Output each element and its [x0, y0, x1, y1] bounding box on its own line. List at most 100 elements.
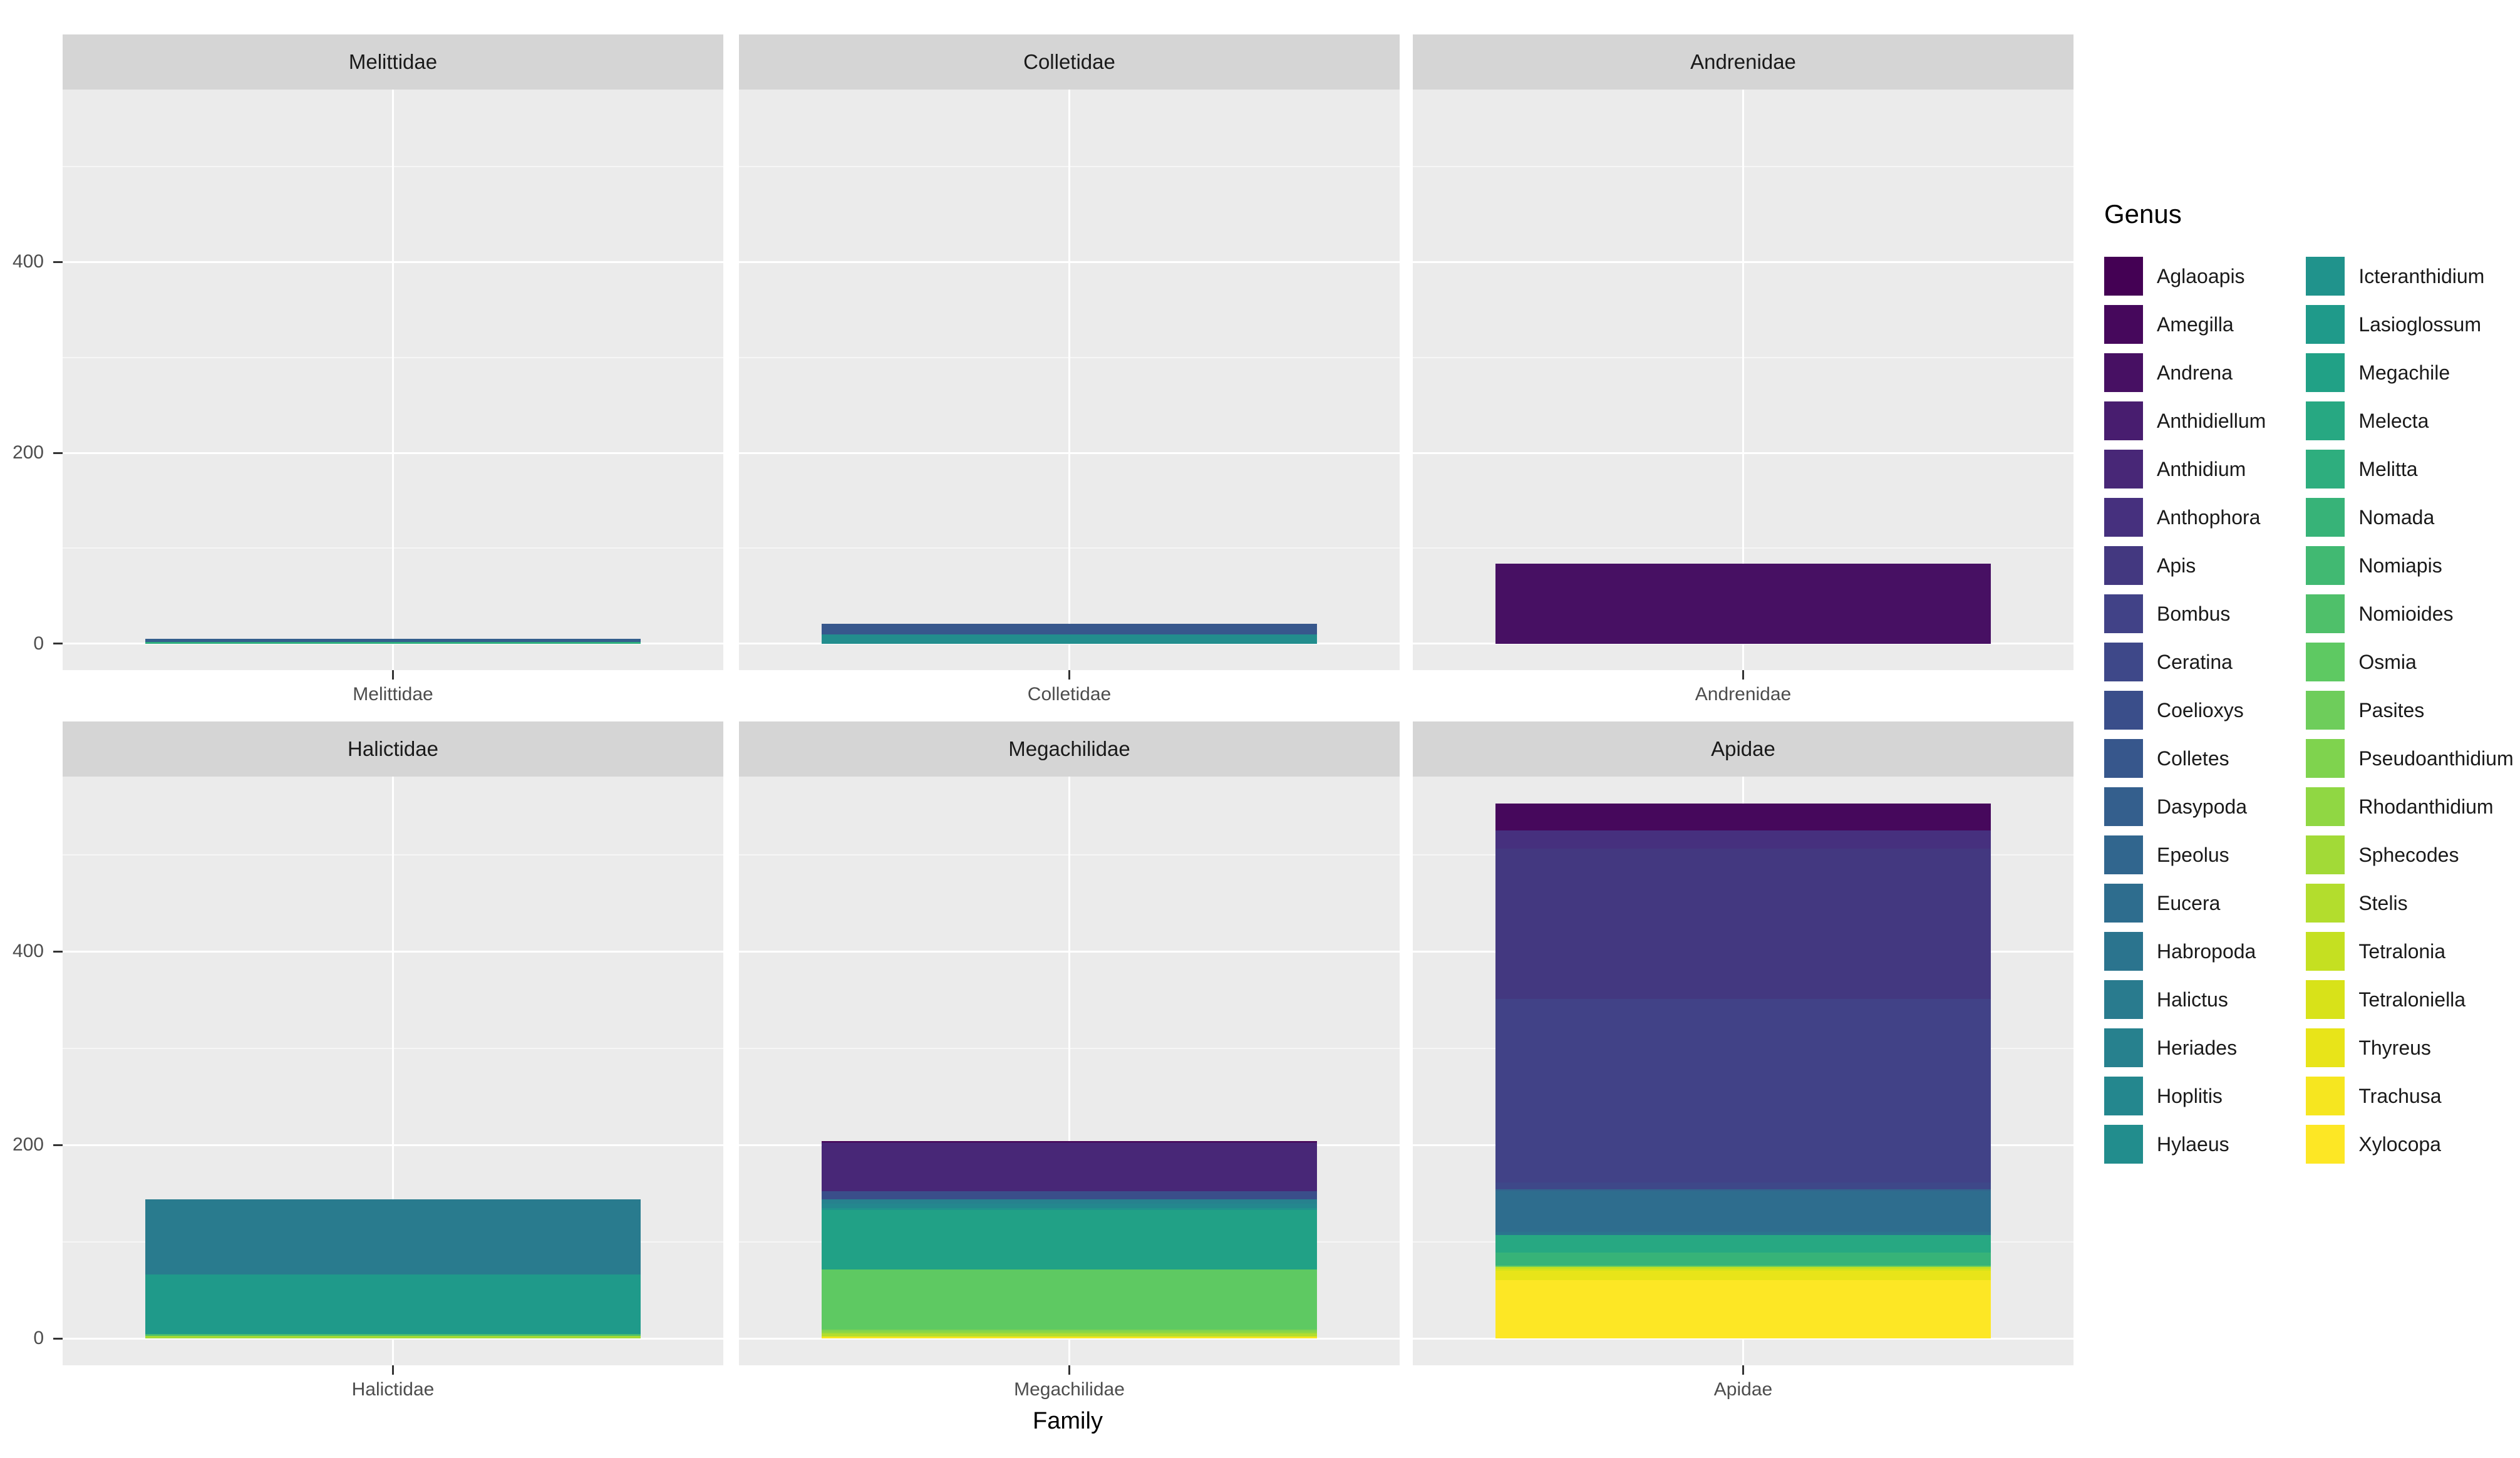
legend-label-tetralonia: Tetralonia	[2358, 939, 2446, 963]
legend-label-pseudoanthidium: Pseudoanthidium	[2358, 747, 2514, 770]
legend-key-megachile: Megachile	[2306, 353, 2513, 392]
legend-swatch-dasypoda	[2104, 787, 2143, 826]
facet-strip-label: Halictidae	[348, 737, 438, 760]
legend-key-epeolus: Epeolus	[2104, 835, 2266, 874]
legend-label-osmia: Osmia	[2358, 650, 2417, 673]
legend-key-heriades: Heriades	[2104, 1028, 2266, 1067]
bar-segment-hylaeus	[821, 634, 1318, 644]
legend-column-1: Aglaoapis Amegilla Andrena Anthidiellum Anth…	[2104, 257, 2266, 1164]
y-tick-label-200: 200	[12, 1134, 44, 1156]
legend-label-trachusa: Trachusa	[2358, 1084, 2442, 1107]
legend-key-hylaeus: Hylaeus	[2104, 1125, 2266, 1164]
legend-label-bombus: Bombus	[2157, 602, 2231, 625]
legend-swatch-pasites	[2306, 691, 2345, 730]
gridline-x-category	[1068, 777, 1070, 1365]
legend-key-eucera: Eucera	[2104, 884, 2266, 923]
panel-colletidae	[739, 90, 1400, 670]
x-tick-label-megachilidae: Megachilidae	[1014, 1379, 1125, 1400]
legend-label-pasites: Pasites	[2358, 698, 2425, 721]
bar-segment-stelis	[821, 1333, 1318, 1337]
y-tick-400	[53, 261, 63, 263]
legend-label-halictus: Halictus	[2157, 988, 2228, 1011]
facet-strip-label: Colletidae	[1023, 50, 1115, 73]
legend-label-megachile: Megachile	[2358, 361, 2450, 384]
legend-key-andrena: Andrena	[2104, 353, 2266, 392]
bar-segment-coelioxys	[821, 1191, 1318, 1199]
legend-swatch-icteranthidium	[2306, 257, 2345, 296]
legend-key-trachusa: Trachusa	[2306, 1077, 2513, 1115]
y-tick-200	[53, 1144, 63, 1146]
legend-key-amegilla: Amegilla	[2104, 305, 2266, 344]
legend-swatch-xylocopa	[2306, 1125, 2345, 1164]
gridline-x-category	[392, 90, 394, 670]
bar-segment-anthophora	[1495, 830, 1991, 849]
legend-swatch-halictus	[2104, 980, 2143, 1019]
x-tick-label-melittidae: Melittidae	[353, 684, 433, 705]
legend-key-dasypoda: Dasypoda	[2104, 787, 2266, 826]
legend-key-lasioglossum: Lasioglossum	[2306, 305, 2513, 344]
legend-label-amegilla: Amegilla	[2157, 313, 2234, 336]
bar-melittidae	[145, 639, 641, 644]
bar-segment-nomioides	[145, 1335, 641, 1336]
legend-label-eucera: Eucera	[2157, 891, 2221, 914]
legend-key-rhodanthidium: Rhodanthidium	[2306, 787, 2513, 826]
legend-key-nomioides: Nomioides	[2306, 594, 2513, 633]
y-tick-0	[53, 643, 63, 645]
bar-segment-pasites	[1495, 1266, 1991, 1267]
legend-swatch-melitta	[2306, 450, 2345, 489]
legend-key-nomada: Nomada	[2306, 498, 2513, 537]
legend-label-melitta: Melitta	[2358, 457, 2418, 480]
legend-key-sphecodes: Sphecodes	[2306, 835, 2513, 874]
bar-segment-pseudoanthidium	[821, 1330, 1318, 1332]
facet-strip-label: Apidae	[1711, 737, 1775, 760]
legend-label-hoplitis: Hoplitis	[2157, 1084, 2223, 1107]
bar-segment-halictus	[145, 1199, 641, 1275]
legend-swatch-habropoda	[2104, 932, 2143, 971]
x-axis-title: Family	[1033, 1408, 1103, 1434]
legend-label-heriades: Heriades	[2157, 1036, 2238, 1059]
legend-label-lasioglossum: Lasioglossum	[2358, 313, 2481, 336]
gridline-x-category	[1742, 90, 1744, 670]
legend-label-nomada: Nomada	[2358, 505, 2435, 529]
bar-segment-xylocopa	[1495, 1280, 1991, 1339]
legend-key-xylocopa: Xylocopa	[2306, 1125, 2513, 1164]
legend-key-melitta: Melitta	[2306, 450, 2513, 489]
legend-key-colletes: Colletes	[2104, 739, 2266, 778]
legend-title: Genus	[2104, 199, 2182, 229]
legend-swatch-anthophora	[2104, 498, 2143, 537]
legend-key-anthophora: Anthophora	[2104, 498, 2266, 537]
legend-label-habropoda: Habropoda	[2157, 939, 2256, 963]
legend-label-apis: Apis	[2157, 554, 2196, 577]
y-tick-400	[53, 950, 63, 953]
gridline-x-category	[392, 777, 394, 1365]
legend-swatch-nomiapis	[2306, 546, 2345, 585]
bar-segment-heriades	[821, 1199, 1318, 1204]
legend-key-tetralonia: Tetralonia	[2306, 932, 2513, 971]
bar-segment-apis	[1495, 849, 1991, 999]
y-tick-200	[53, 452, 63, 454]
legend-swatch-melecta	[2306, 401, 2345, 440]
y-tick-0	[53, 1337, 63, 1340]
x-tick-melittidae	[392, 670, 394, 680]
legend-label-rhodanthidium: Rhodanthidium	[2358, 795, 2494, 818]
bar-segment-eucera	[1495, 1191, 1991, 1233]
bar-segment-hoplitis	[821, 1204, 1318, 1208]
legend-label-icteranthidium: Icteranthidium	[2358, 264, 2485, 287]
legend-swatch-hoplitis	[2104, 1077, 2143, 1115]
bar-segment-anthidiellum	[821, 1142, 1318, 1144]
legend-swatch-tetraloniella	[2306, 980, 2345, 1019]
legend-key-thyreus: Thyreus	[2306, 1028, 2513, 1067]
bar-segment-tetraloniella	[1495, 1268, 1991, 1271]
legend-swatch-tetralonia	[2306, 932, 2345, 971]
facet-strip-andrenidae: Andrenidae	[1413, 34, 2073, 90]
y-tick-label-400: 400	[12, 941, 44, 962]
legend-swatch-stelis	[2306, 884, 2345, 923]
legend-label-hylaeus: Hylaeus	[2157, 1132, 2229, 1156]
facet-strip-megachilidae: Megachilidae	[739, 721, 1400, 777]
bar-segment-osmia	[821, 1269, 1318, 1330]
bar-segment-sphecodes	[145, 1335, 641, 1339]
panel-megachilidae	[739, 777, 1400, 1365]
legend-key-pasites: Pasites	[2306, 691, 2513, 730]
panel-melittidae	[63, 90, 723, 670]
